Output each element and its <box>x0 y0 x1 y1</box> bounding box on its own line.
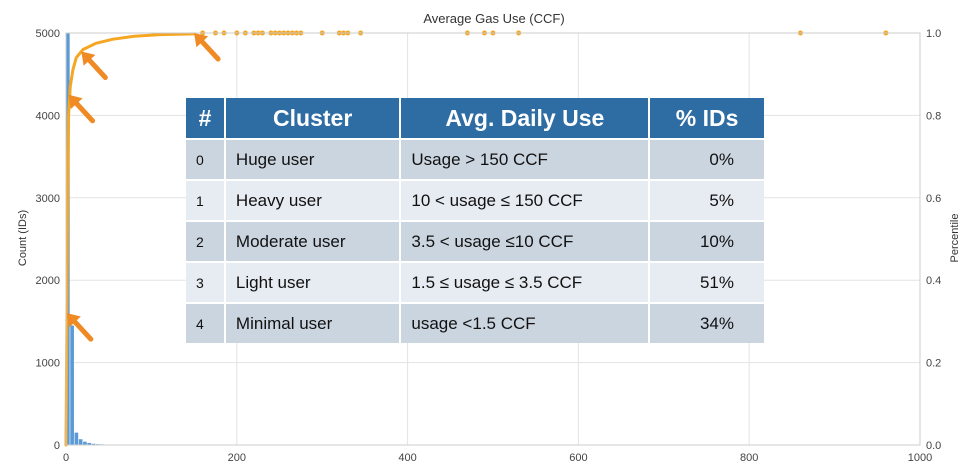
y-tick-label: 4000 <box>36 110 60 122</box>
row-num: 4 <box>186 302 226 343</box>
row-use: 3.5 < usage ≤10 CCF <box>400 220 651 262</box>
histogram-bar <box>87 442 92 445</box>
row-use: 10 < usage ≤ 150 CCF <box>400 179 651 221</box>
row-pct: 0% <box>649 138 764 180</box>
annotation-arrow-shaft <box>87 57 108 81</box>
histogram-bars <box>66 33 117 445</box>
y-tick-label: 0 <box>54 440 60 452</box>
y-tick-label: 2000 <box>36 275 60 287</box>
x-tick-label: 400 <box>398 452 416 464</box>
axes: 0 200 400 600 800 1000 0 1000 2000 3000 4000 5000 0.… <box>36 28 942 464</box>
x-tick-label: 800 <box>740 452 758 464</box>
histogram-bar <box>83 441 87 445</box>
row-num: 1 <box>186 179 226 221</box>
row-cluster: Huge user <box>224 138 402 180</box>
y2-tick-label: 0.8 <box>926 110 941 122</box>
row-num: 0 <box>186 138 226 180</box>
y-tick-label: 5000 <box>36 28 60 40</box>
row-use: 1.5 ≤ usage ≤ 3.5 CCF <box>400 261 651 303</box>
table-row: 2 Moderate user 3.5 < usage ≤10 CCF 10% <box>186 220 764 262</box>
y-axis-label: Count (IDs) <box>17 210 29 266</box>
table-row: 1 Heavy user 10 < usage ≤ 150 CCF 5% <box>186 179 764 221</box>
y2-tick-label: 0.2 <box>926 358 941 370</box>
y2-tick-label: 0.6 <box>926 193 941 205</box>
header-avg-daily-use: Avg. Daily Use <box>400 98 651 139</box>
row-cluster: Heavy user <box>224 179 402 221</box>
annotation-arrow-head <box>68 94 83 110</box>
row-pct: 10% <box>649 220 764 262</box>
chart-title: Average Gas Use (CCF) <box>423 11 564 26</box>
x-tick-label: 200 <box>228 452 246 464</box>
y-tick-label: 1000 <box>36 358 60 370</box>
header-pct-ids: % IDs <box>649 98 764 139</box>
row-use: Usage > 150 CCF <box>400 138 651 180</box>
header-cluster: Cluster <box>224 98 402 139</box>
annotation-arrows <box>66 33 221 342</box>
header-num: # <box>186 98 226 139</box>
plot-frame <box>65 32 921 446</box>
y2-tick-label: 0.0 <box>926 440 941 452</box>
table-header-row: # Cluster Avg. Daily Use % IDs <box>186 98 764 139</box>
annotation-arrow-head <box>66 313 81 328</box>
y2-axis-label: Percentile <box>949 214 961 263</box>
histogram-bar <box>91 443 96 445</box>
table-row: 3 Light user 1.5 ≤ usage ≤ 3.5 CCF 51% <box>186 261 764 303</box>
histogram-bar <box>78 439 83 445</box>
annotation-arrow-head <box>81 51 96 66</box>
row-pct: 5% <box>649 179 764 221</box>
row-pct: 34% <box>649 302 764 343</box>
x-tick-label: 0 <box>63 452 69 464</box>
row-num: 2 <box>186 220 226 262</box>
x-tick-label: 1000 <box>908 452 932 464</box>
cdf-line <box>64 32 196 447</box>
row-cluster: Minimal user <box>224 302 402 343</box>
y2-tick-label: 0.4 <box>926 275 941 287</box>
row-cluster: Light user <box>224 261 402 303</box>
annotation-arrow-shaft <box>74 101 96 124</box>
row-cluster: Moderate user <box>224 220 402 262</box>
row-pct: 51% <box>649 261 764 303</box>
annotation-arrow-shaft <box>199 39 221 62</box>
histogram-bar <box>74 432 79 445</box>
cluster-table: # Cluster Avg. Daily Use % IDs 0 Huge us… <box>186 98 764 343</box>
annotation-arrow-head <box>194 33 209 48</box>
annotation-arrow-shaft <box>72 319 94 342</box>
y2-tick-label: 1.0 <box>926 28 941 40</box>
row-use: usage <1.5 CCF <box>400 302 651 343</box>
table-row: 0 Huge user Usage > 150 CCF 0% <box>186 138 764 180</box>
x-tick-label: 600 <box>569 452 587 464</box>
y-tick-label: 3000 <box>36 193 60 205</box>
table-row: 4 Minimal user usage <1.5 CCF 34% <box>186 302 764 343</box>
row-num: 3 <box>186 261 226 303</box>
histogram-bar <box>70 325 74 445</box>
